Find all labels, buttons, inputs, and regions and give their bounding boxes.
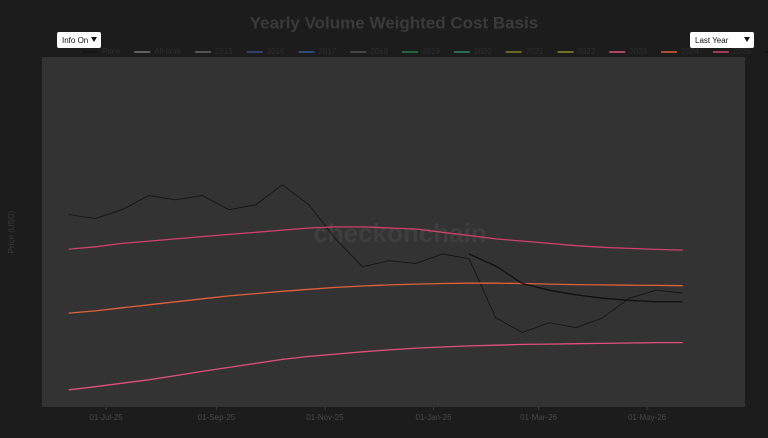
info-dropdown[interactable]: Info On: [57, 32, 101, 48]
legend-label: Price: [102, 47, 121, 56]
legend-label: 2022: [577, 47, 595, 56]
legend-label: 2020: [474, 47, 492, 56]
legend-label: All-time: [154, 47, 181, 56]
legend-label: 2018: [370, 47, 388, 56]
watermark: checkonchain: [313, 218, 486, 248]
series-line: [68, 184, 683, 333]
legend-label: 2017: [319, 47, 337, 56]
range-dropdown[interactable]: Last Year: [690, 32, 754, 48]
series-line: [68, 282, 683, 314]
legend-label: 2024: [681, 47, 699, 56]
y-axis-title: Price (USD): [7, 210, 16, 253]
plot-area: [42, 57, 745, 407]
series-line: [68, 341, 683, 391]
x-tick-label: 01-Jan-26: [416, 413, 453, 422]
legend-label: 2019: [422, 47, 440, 56]
legend-label: 2016: [267, 47, 285, 56]
dropdown-label: Info On: [62, 35, 89, 45]
dropdown-arrow: [744, 37, 750, 42]
x-tick-label: 01-Jul-25: [89, 413, 123, 422]
series-line: [68, 226, 683, 251]
x-tick-label: 01-Mar-26: [520, 413, 557, 422]
legend-label: 2023: [629, 47, 647, 56]
legend-label: 2025: [733, 47, 751, 56]
x-tick-label: 01-Nov-25: [306, 413, 344, 422]
legend-label: 2015: [215, 47, 233, 56]
dropdown-label: Last Year: [695, 35, 729, 45]
dropdown-arrow: [91, 37, 97, 42]
x-tick-label: 01-Sep-25: [198, 413, 236, 422]
chart-title: Yearly Volume Weighted Cost Basis: [250, 13, 538, 32]
legend-label: 2021: [526, 47, 544, 56]
x-tick-label: 01-May-26: [628, 413, 667, 422]
series-line: [468, 253, 683, 303]
